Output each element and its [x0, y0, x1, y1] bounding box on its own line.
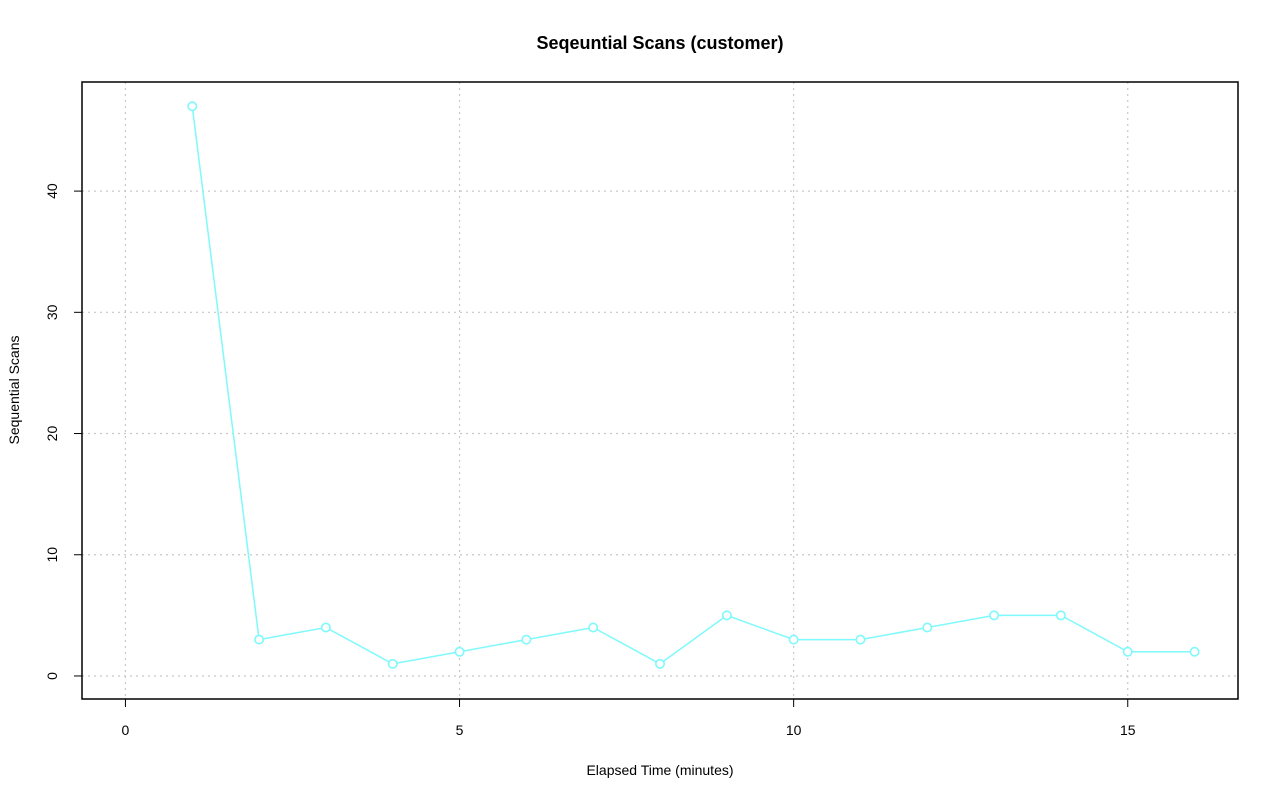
y-axis: 0 10 20 30 40	[44, 183, 82, 680]
y-tick-label: 0	[44, 672, 60, 680]
series-line	[191, 106, 1195, 665]
grid	[82, 82, 1238, 699]
data-point	[387, 658, 398, 669]
data-point	[521, 634, 532, 645]
data-point	[989, 610, 1000, 621]
x-tick-label: 0	[122, 722, 130, 738]
data-point	[922, 622, 933, 633]
data-point	[454, 646, 465, 657]
x-tick-label: 5	[456, 722, 464, 738]
data-point	[320, 622, 331, 633]
data-point	[187, 101, 198, 112]
data-point	[855, 634, 866, 645]
y-tick-label: 40	[44, 183, 60, 199]
x-axis-label: Elapsed Time (minutes)	[586, 762, 733, 778]
y-tick-label: 20	[44, 426, 60, 442]
x-tick-label: 10	[786, 722, 802, 738]
plot-frame	[81, 81, 1239, 700]
data-point	[721, 610, 732, 621]
data-point	[1055, 610, 1066, 621]
data-point	[254, 634, 265, 645]
y-tick-label: 10	[44, 547, 60, 563]
series-layer	[187, 101, 1200, 669]
y-axis-label: Sequential Scans	[6, 336, 22, 445]
y-tick-label: 30	[44, 304, 60, 320]
data-point	[788, 634, 799, 645]
data-point	[588, 622, 599, 633]
data-point	[654, 658, 665, 669]
x-tick-label: 15	[1120, 722, 1136, 738]
x-axis: 0 5 10 15	[122, 699, 1136, 738]
chart-title: Seqeuntial Scans (customer)	[536, 33, 783, 53]
data-point	[1189, 646, 1200, 657]
data-point	[1122, 646, 1133, 657]
